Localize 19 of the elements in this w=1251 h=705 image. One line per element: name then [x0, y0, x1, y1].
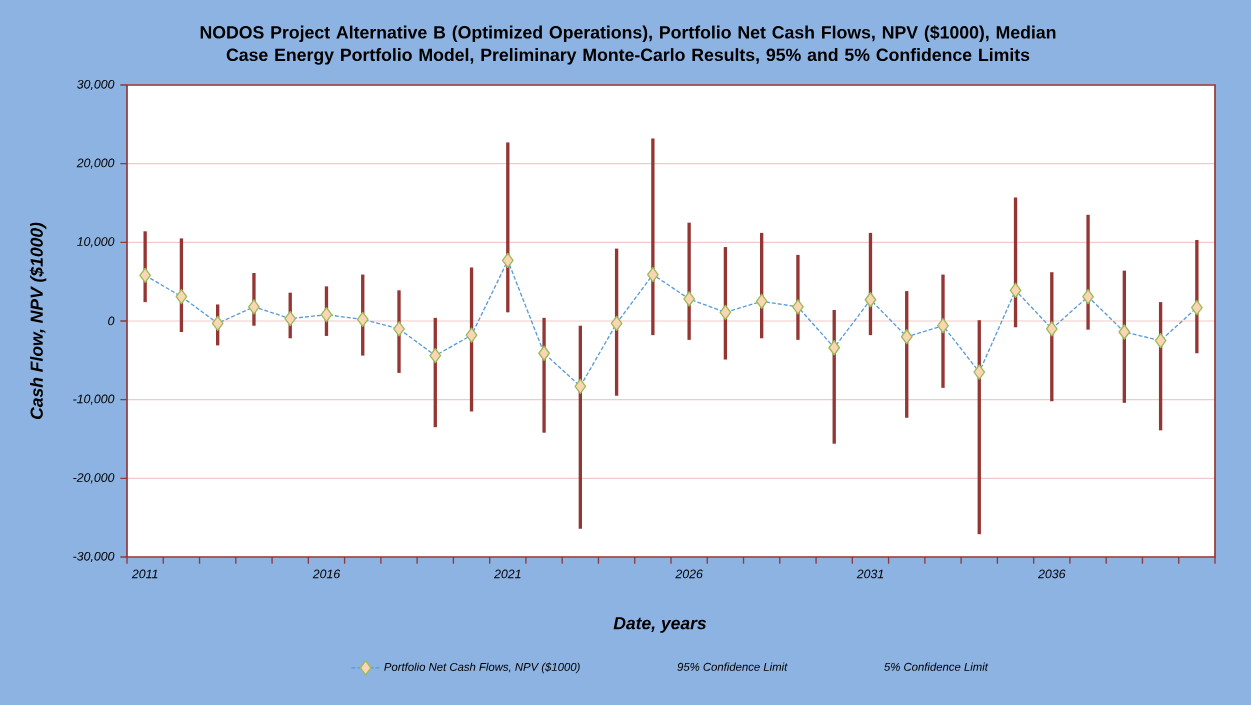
x-axis-title: Date, years: [613, 617, 707, 633]
x-tick-label: 2021: [494, 569, 521, 579]
x-tick-label: 2026: [675, 569, 703, 579]
x-tick-label: 2031: [856, 569, 884, 579]
y-tick-label: -10,000: [73, 394, 115, 405]
text: 95% Confidence Limit: [677, 662, 788, 671]
legend-label: Portfolio Net Cash Flows, NPV ($1000): [384, 662, 580, 674]
y-tick-label: 30,000: [77, 79, 115, 91]
text: 5% Confidence Limit: [884, 662, 989, 671]
x-tick-label: 2036: [1038, 569, 1066, 579]
y-tick-label: -20,000: [73, 473, 115, 484]
y-tick-label: -30,000: [73, 551, 115, 563]
chart-title: NODOS Project Alternative B (Optimized Operations), Portfolio Net Cash Flows, NPV ($1000), Median Case Energy Portfolio Model, Preliminary Monte-Carlo Results, 95% and 5% Confidence Limits: [200, 25, 1056, 65]
y-tick-label: 10,000: [77, 237, 115, 248]
x-tick-label: 2016: [312, 569, 341, 579]
x-tick-label: 2011: [131, 569, 158, 579]
y-axis-title: Cash Flow, NPV ($1000): [29, 222, 47, 419]
y-tick-label: 20,000: [76, 158, 115, 169]
y-tick-label: 0: [108, 316, 115, 326]
